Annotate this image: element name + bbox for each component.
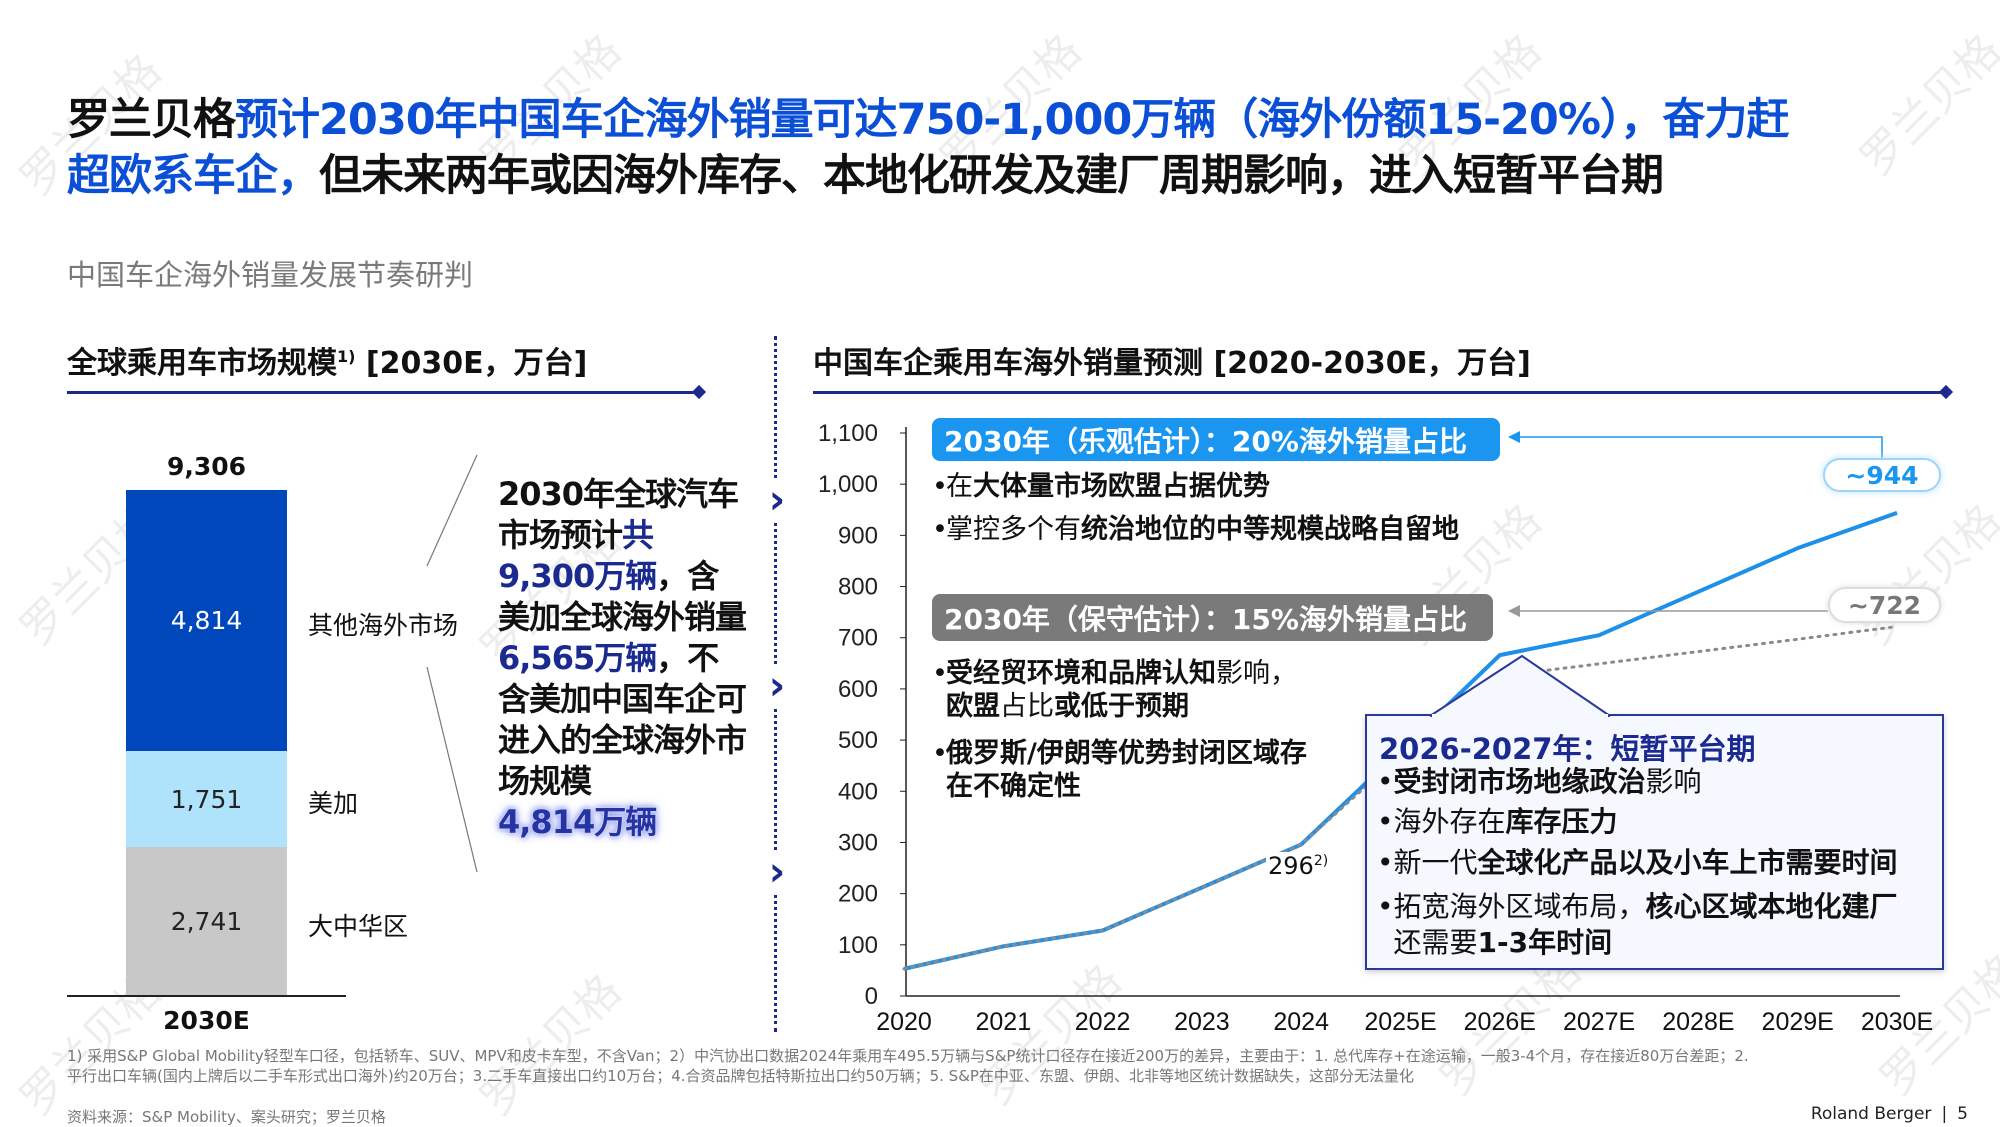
x-tick-label: 2028E [1662,1008,1734,1036]
bullet-icon: • [1377,890,1394,923]
bullet-segment: 核心区域本地化建厂 [1646,890,1898,923]
optimistic-end-value: ~944 [1823,458,1941,492]
x-tick-label: 2024 [1273,1008,1329,1036]
x-tick-label: 2029E [1762,1008,1834,1036]
bullet-segment: 占比 [1000,691,1054,722]
bullet-segment: 欧盟 [946,691,1000,722]
bullet-segment: 大体量市场欧盟占据优势 [973,471,1270,502]
x-tick-label: 2030E [1861,1008,1933,1036]
y-tick-label: 900 [838,522,878,549]
bullet-icon: • [932,513,946,546]
x-tick-label: 2023 [1174,1008,1230,1036]
bullet-segment: 俄罗斯/伊朗等优势封闭区域存 [946,738,1307,769]
bullet-segment: 统治地位的中等规模战略自留地 [1081,514,1459,545]
bullet-segment: 在 [946,471,973,502]
x-tick-label: 2020 [876,1008,932,1036]
footnote: 1) 采用S&P Global Mobility轻型车口径，包括轿车、SUV、M… [67,1046,1749,1066]
bullet-segment: 拓宽海外区域布局， [1394,890,1646,923]
plateau-callout: 2026-2027年：短暂平台期 •受封闭市场地缘政治影响 •海外存在库存压力 … [1365,714,1944,970]
bullet-icon: • [1377,765,1394,798]
bullet-segment: 影响 [1646,765,1702,798]
bullet-text: 新一代全球化产品以及小车上市需要时间 [1394,845,1898,881]
plateau-bullet: •拓宽海外区域布局，核心区域本地化建厂还需要1-3年时间 [1377,889,1898,961]
plateau-bullet: •受封闭市场地缘政治影响 [1377,764,1702,800]
optimistic-connector [1512,437,1882,458]
y-tick-label: 0 [865,983,878,1010]
plateau-bullet: •新一代全球化产品以及小车上市需要时间 [1377,845,1898,881]
conservative-end-value: ~722 [1828,587,1941,623]
bullet-segment: 或低于预期 [1054,691,1189,722]
plateau-title: 2026-2027年：短暂平台期 [1379,726,1755,768]
arrow-left-icon [1508,605,1520,617]
bullet-icon: • [932,737,946,770]
bullet-segment: 受经贸环境和品牌认知 [946,658,1216,689]
bullet-segment: 影响， [1216,658,1297,689]
conservative-scenario-label: 2030年（保守估计）：15%海外销量占比 [932,594,1493,641]
y-tick-label: 600 [838,676,878,703]
optimistic-bullet: •在大体量市场欧盟占据优势 [932,470,1270,503]
bullet-text: 俄罗斯/伊朗等优势封闭区域存在不确定性 [946,737,1307,803]
bullet-text: 在大体量市场欧盟占据优势 [946,470,1270,503]
plateau-pointer [1430,650,1610,718]
x-tick-label: 2025E [1364,1008,1436,1036]
bullet-text: 受封闭市场地缘政治影响 [1394,764,1702,800]
x-tick-label: 2026E [1464,1008,1536,1036]
bullet-segment: 掌控多个有 [946,514,1081,545]
bullet-icon: • [932,657,946,690]
x-tick-label: 2027E [1563,1008,1635,1036]
y-tick-label: 300 [838,829,878,856]
bullet-text: 海外存在库存压力 [1394,804,1618,840]
conservative-bullet: •俄罗斯/伊朗等优势封闭区域存在不确定性 [932,737,1307,803]
x-tick-label: 2022 [1075,1008,1131,1036]
data-label-2024: 2962) [1266,852,1330,880]
y-tick-label: 1,100 [818,420,878,447]
page-number: 5 [1957,1104,1968,1124]
y-tick-label: 200 [838,881,878,908]
bullet-segment: 在不确定性 [946,771,1081,802]
x-tick-label: 2021 [975,1008,1031,1036]
arrow-left-icon [1508,431,1520,443]
bullet-segment: 海外存在 [1394,805,1506,838]
plateau-bullet: •海外存在库存压力 [1377,804,1618,840]
footnote-ref: 2) [1314,853,1328,869]
y-tick-label: 800 [838,574,878,601]
bullet-icon: • [1377,846,1394,879]
bullet-segment: 受封闭市场地缘政治 [1394,765,1646,798]
bullet-text: 拓宽海外区域布局，核心区域本地化建厂还需要1-3年时间 [1394,889,1898,961]
bullet-segment: 库存压力 [1506,805,1618,838]
y-tick-label: 400 [838,778,878,805]
bullet-segment: 全球化产品以及小车上市需要时间 [1478,846,1898,879]
value-2024: 296 [1268,852,1314,880]
y-tick-label: 100 [838,932,878,959]
footnote: 平行出口车辆(国内上牌后以二手车形式出口海外)约20万台；3.二手车直接出口约1… [67,1066,1414,1086]
bullet-icon: • [1377,805,1394,838]
bullet-segment: 1-3年时间 [1478,926,1613,959]
bullet-text: 掌控多个有统治地位的中等规模战略自留地 [946,513,1459,546]
bullet-segment: 还需要 [1394,926,1478,959]
optimistic-bullet: •掌控多个有统治地位的中等规模战略自留地 [932,513,1459,546]
source-note: 资料来源：S&P Mobility、案头研究；罗兰贝格 [67,1107,386,1127]
y-tick-label: 700 [838,625,878,652]
bullet-text: 受经贸环境和品牌认知影响， 欧盟占比或低于预期 [946,657,1297,723]
bullet-icon: • [932,470,946,503]
footer-brand: Roland Berger|5 [1811,1104,1968,1124]
brand-name: Roland Berger [1811,1104,1932,1124]
bullet-segment: 新一代 [1394,846,1478,879]
y-tick-label: 500 [838,727,878,754]
conservative-bullet: •受经贸环境和品牌认知影响， 欧盟占比或低于预期 [932,657,1297,723]
optimistic-scenario-label: 2030年（乐观估计）：20%海外销量占比 [932,418,1500,461]
y-tick-label: 1,000 [818,471,878,498]
